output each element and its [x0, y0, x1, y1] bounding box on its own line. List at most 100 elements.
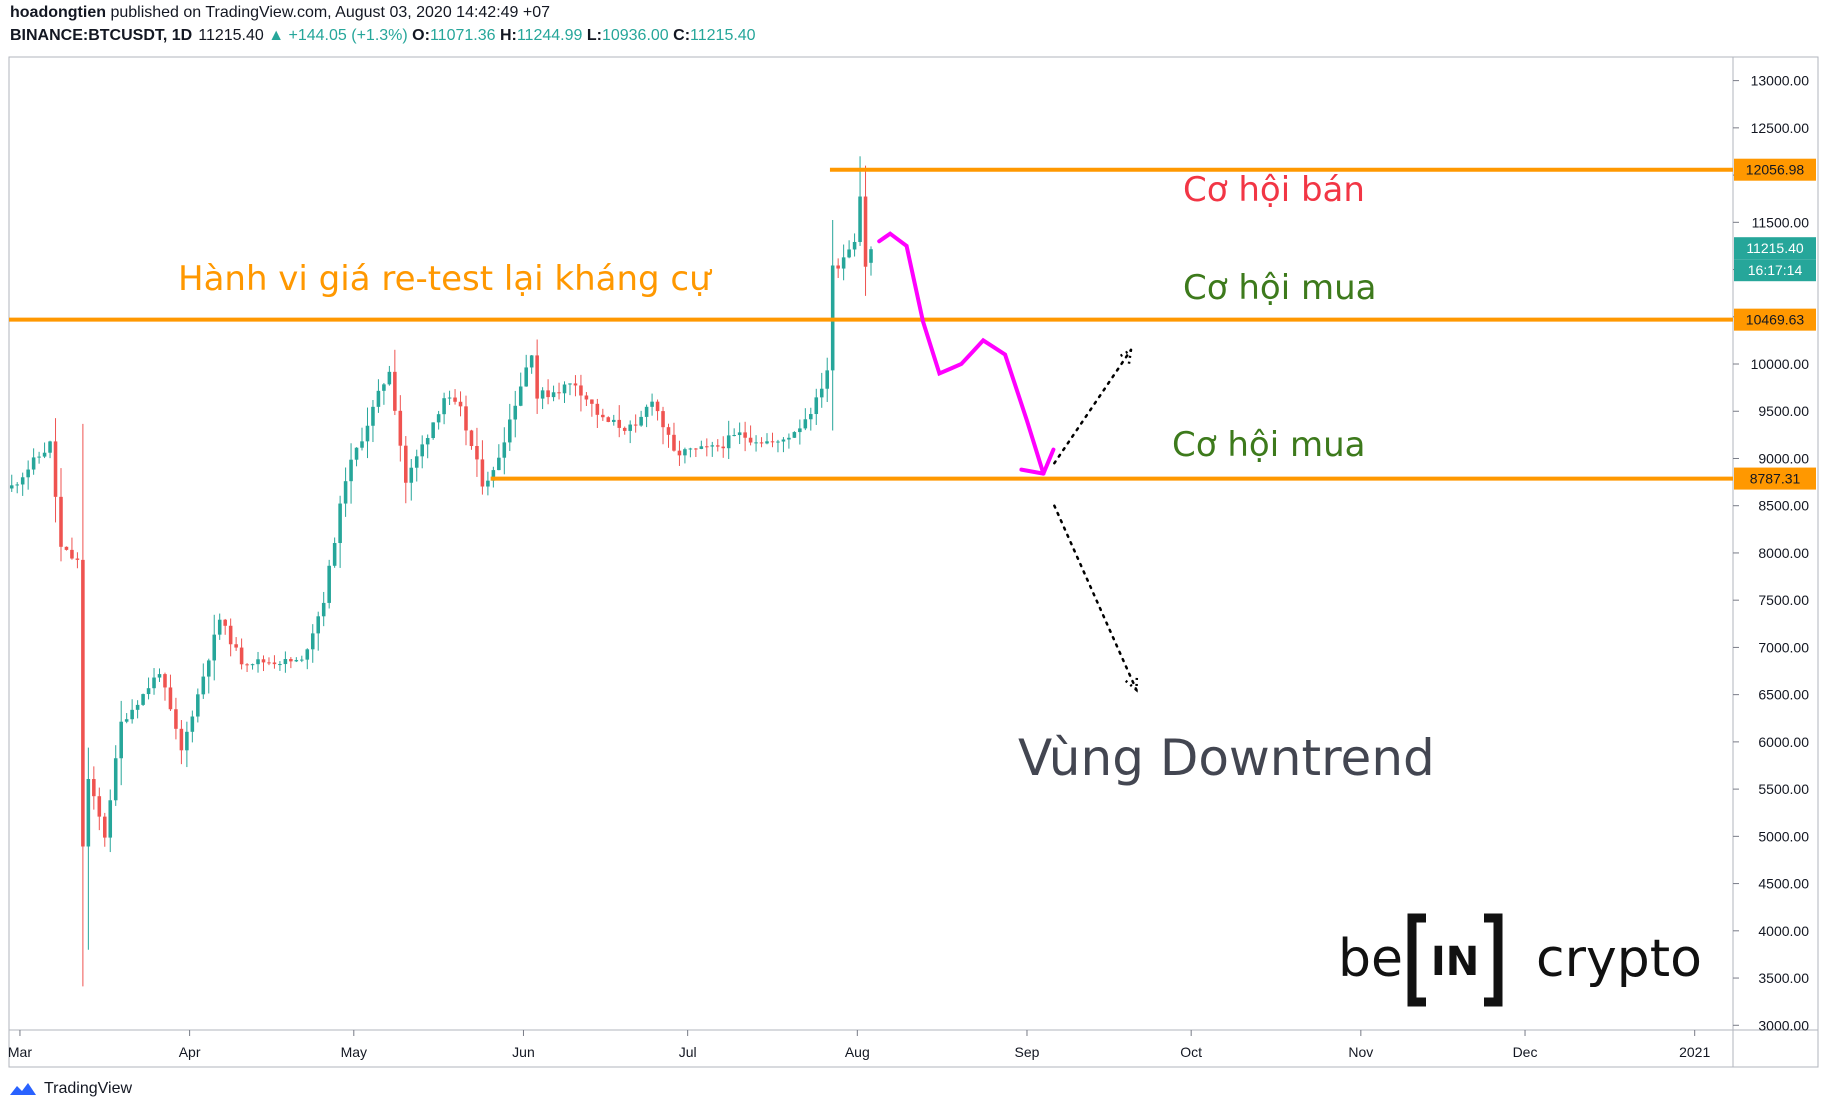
- candle-body: [611, 419, 616, 422]
- candle-body: [321, 602, 326, 617]
- candle-body: [590, 399, 594, 404]
- candle-body: [579, 385, 583, 396]
- candle-body: [420, 444, 424, 457]
- candle-body: [809, 414, 813, 420]
- candle-body: [524, 367, 528, 387]
- projection-arrowhead-icon: [1019, 447, 1056, 476]
- candle-body: [146, 688, 151, 695]
- candle-body: [15, 484, 19, 486]
- level-price-label: 8787.31: [1750, 471, 1801, 487]
- candle-body: [568, 383, 572, 385]
- candle-body: [688, 448, 693, 450]
- candle-body: [354, 447, 359, 460]
- countdown-label: 16:17:14: [1748, 262, 1803, 278]
- retest-resistance-label: Hành vi giá re-test lại kháng cự: [178, 259, 712, 299]
- published-text: published on TradingView.com, August 03,…: [110, 4, 551, 21]
- last-price-text: 11215.40: [198, 27, 264, 44]
- price-tick-label: 13000.00: [1751, 73, 1810, 89]
- candle-body: [464, 406, 468, 431]
- candle-body: [75, 558, 80, 560]
- candle-body: [256, 659, 260, 665]
- candle-body: [102, 816, 107, 838]
- candle-body: [557, 392, 561, 394]
- candle-body: [787, 437, 791, 440]
- candle-body: [190, 716, 195, 732]
- candle-body: [272, 662, 277, 665]
- candle-body: [59, 496, 63, 547]
- watermark-be: be: [1338, 929, 1403, 989]
- candle-body: [841, 257, 846, 269]
- candle-body: [86, 779, 91, 847]
- candle-body: [338, 503, 342, 544]
- candle-body: [710, 445, 715, 447]
- candle-body: [502, 442, 507, 458]
- candle-body: [748, 437, 753, 443]
- candle-body: [491, 470, 496, 481]
- candle-body: [119, 721, 123, 759]
- candle-body: [70, 549, 74, 559]
- candle-body: [617, 419, 622, 428]
- candle-body: [650, 401, 654, 407]
- candle-body: [776, 441, 780, 443]
- candle-body: [206, 660, 211, 677]
- time-axis[interactable]: Mar Apr May Jun Jul Aug Sep Oct Nov Dec 2021: [8, 1030, 1711, 1060]
- candle-body: [765, 441, 769, 444]
- price-tick-label: 3000.00: [1758, 1017, 1809, 1033]
- candle-body: [130, 709, 134, 720]
- candle-body: [431, 422, 435, 439]
- publisher-line: hoadongtien published on TradingView.com…: [10, 4, 550, 22]
- candle-body: [185, 731, 189, 751]
- annotations: Cơ hội bán Cơ hội mua Cơ hội mua Hành vi gi…: [178, 170, 1435, 787]
- candle-body: [261, 659, 266, 663]
- candle-body: [661, 411, 665, 428]
- level-price-badge: [1734, 158, 1816, 181]
- open-label: O:: [412, 27, 430, 44]
- watermark-box-icon: [1407, 913, 1503, 1007]
- time-tick-label: Sep: [1015, 1044, 1040, 1060]
- candle-body: [475, 446, 479, 460]
- candle-body: [414, 456, 419, 468]
- candle-body: [245, 664, 249, 666]
- low-label: L:: [586, 27, 602, 44]
- candle-body: [387, 371, 392, 385]
- candle-body: [53, 441, 58, 497]
- level-price-badge: [1734, 308, 1816, 331]
- time-tick-label: Apr: [179, 1044, 201, 1060]
- level-lines[interactable]: [9, 167, 1733, 481]
- candle-body: [113, 758, 118, 801]
- candle-body: [513, 405, 518, 420]
- candle-body: [677, 450, 682, 456]
- price-tick-label: 9000.00: [1758, 450, 1809, 466]
- buy-opportunity-label-lower: Cơ hội mua: [1172, 425, 1365, 465]
- candle-body: [135, 704, 140, 710]
- candle-body: [781, 439, 786, 442]
- tradingview-logo[interactable]: TradingView: [8, 1080, 132, 1098]
- candle-body: [480, 459, 485, 487]
- tradingview-brand: TradingView: [44, 1080, 133, 1097]
- candle-series: [9, 156, 873, 987]
- candle-body: [546, 390, 550, 398]
- countdown-badge: [1734, 259, 1816, 282]
- buy-opportunity-label: Cơ hội mua: [1183, 268, 1376, 308]
- candle-body: [584, 395, 589, 400]
- time-tick-label: 2021: [1679, 1044, 1710, 1060]
- time-tick-label: Jun: [512, 1044, 535, 1060]
- candle-body: [628, 424, 632, 431]
- candle-body: [250, 664, 255, 666]
- tradingview-cloud-icon: [10, 1083, 36, 1095]
- candle-body: [393, 371, 397, 411]
- candle-body: [644, 406, 649, 417]
- candle-body: [343, 481, 348, 504]
- close-value: 11215.40: [690, 27, 756, 44]
- candle-body: [97, 796, 102, 817]
- price-tick-label: 4000.00: [1758, 923, 1809, 939]
- candle-body: [825, 370, 829, 389]
- price-axis[interactable]: 13000.0012500.0012000.0011500.0011000.00…: [1733, 73, 1809, 1034]
- candle-body: [425, 438, 430, 445]
- candle-body: [332, 543, 337, 566]
- time-tick-label: Aug: [845, 1044, 870, 1060]
- candle-body: [37, 456, 41, 458]
- candle-body: [863, 196, 868, 267]
- candle-body: [92, 779, 96, 797]
